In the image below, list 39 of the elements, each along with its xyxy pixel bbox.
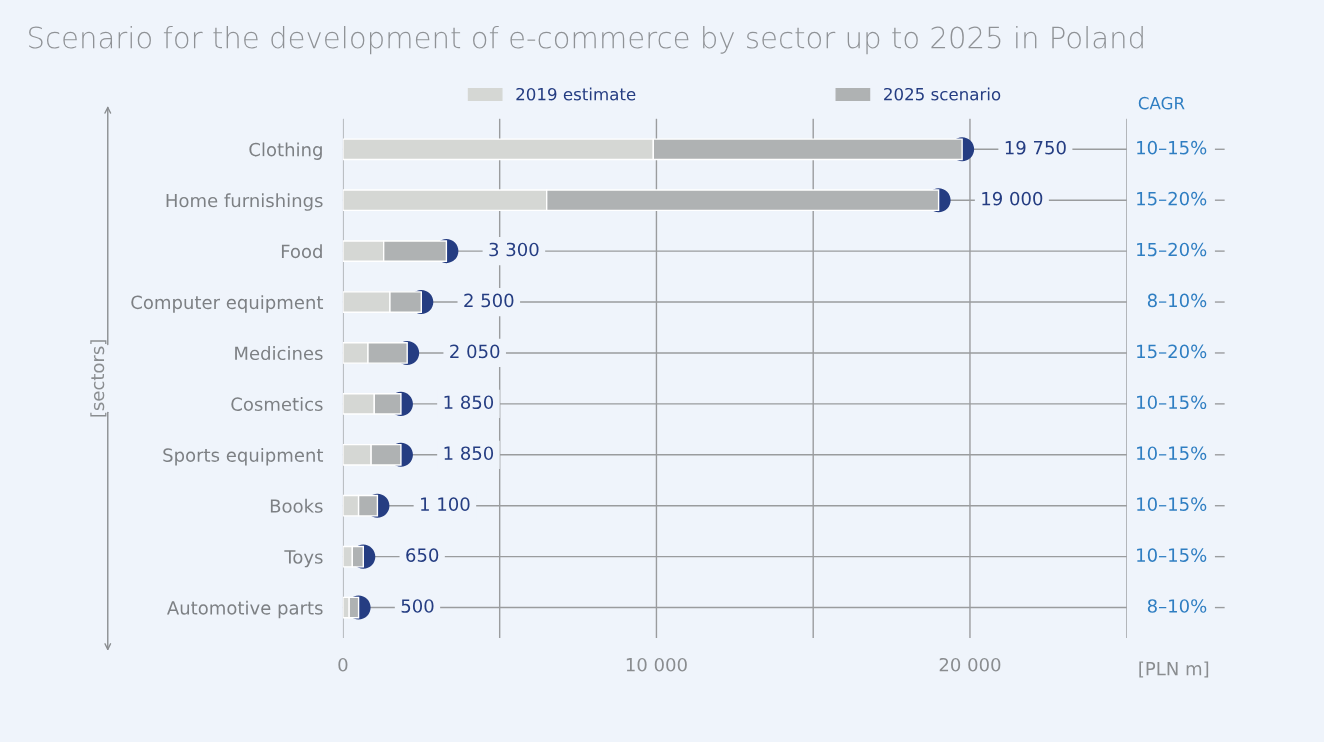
text: CAGR [1138,96,1185,110]
y-tick-label: Medicines [235,346,323,361]
text: 8–10% [1147,599,1207,613]
text: 10–15% [1137,446,1207,461]
x-tick-label: 20 000 [939,657,1001,672]
y-tick-label: Books [270,498,323,513]
y-tick-label: Automotive parts [166,600,323,619]
x-axis-title: [PLN m] [1139,661,1209,678]
chart-title: Scenario for the development of e-commerce by sector up to 2025 in Poland [29,25,1143,55]
y-tick-label: Clothing [249,142,322,160]
text: 15–20% [1137,191,1207,206]
y-tick-label: Sports equipment [163,447,324,466]
data-label: 2 500 [464,293,514,308]
data-label: 1 850 [444,446,494,461]
y-tick-label: Toys [284,550,323,568]
y-tick-label: Home furnishings [166,193,323,211]
text: 10–15% [1137,395,1207,410]
data-label: 1 100 [421,497,470,511]
y-tick-label: Computer equipment [131,295,324,313]
data-label: 3 300 [489,242,539,257]
text: 10–15% [1137,548,1207,562]
text: 10–15% [1137,140,1207,155]
text: 8–10% [1147,293,1207,308]
text: 15–20% [1137,344,1207,359]
data-label: 2 050 [450,344,500,359]
y-tick-label: Cosmetics [231,397,323,411]
legend-label: 2025 scenario [884,87,1001,101]
legend-label: 2019 estimate [516,87,636,101]
data-label: 1 850 [444,395,494,410]
x-tick-label: 0 [338,657,348,672]
data-label: 19 750 [1005,140,1066,155]
data-label: 19 000 [982,191,1043,206]
y-tick-label: Food [281,244,322,259]
x-tick-label: 10 000 [626,657,687,672]
y-axis-title: [sectors] [90,340,107,417]
text: 10–15% [1137,497,1207,511]
text: 15–20% [1137,242,1207,257]
data-label: 500 [401,599,434,613]
data-label: 650 [406,548,439,562]
